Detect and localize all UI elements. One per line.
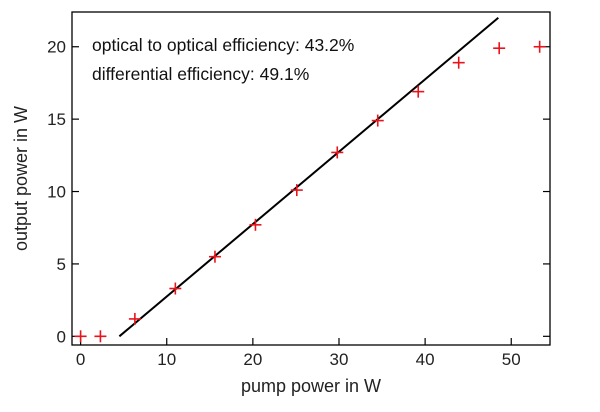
data-point xyxy=(371,114,384,127)
data-point xyxy=(208,250,221,263)
data-point xyxy=(452,56,465,69)
data-point xyxy=(290,184,303,197)
x-tick-label: 10 xyxy=(157,350,176,369)
y-axis-label: output power in W xyxy=(11,106,31,251)
y-tick-label: 0 xyxy=(57,327,66,346)
data-point xyxy=(493,42,506,55)
y-tick-label: 5 xyxy=(57,255,66,274)
x-axis-label: pump power in W xyxy=(241,376,381,396)
x-tick-label: 50 xyxy=(502,350,521,369)
x-tick-label: 40 xyxy=(416,350,435,369)
x-tick-label: 30 xyxy=(330,350,349,369)
y-tick-labels: 0 5 10 15 20 xyxy=(47,38,66,347)
data-point xyxy=(249,218,262,231)
annotation-differential-efficiency: differential efficiency: 49.1% xyxy=(92,64,309,84)
x-tick-label: 0 xyxy=(76,350,85,369)
tick-marks xyxy=(72,46,550,345)
fit-line-layer xyxy=(118,17,499,338)
data-point xyxy=(74,330,87,343)
data-point xyxy=(169,282,182,295)
data-points xyxy=(74,40,546,343)
data-point xyxy=(94,330,107,343)
annotation-optical-efficiency: optical to optical efficiency: 43.2% xyxy=(92,35,354,55)
data-point xyxy=(412,85,425,98)
data-point xyxy=(533,40,546,53)
data-point xyxy=(331,146,344,159)
fit-line xyxy=(118,17,499,338)
x-tick-labels: 0 10 20 30 40 50 xyxy=(76,350,521,369)
x-tick-label: 20 xyxy=(243,350,262,369)
data-point xyxy=(128,312,141,325)
y-tick-label: 10 xyxy=(47,183,66,202)
y-tick-label: 20 xyxy=(47,38,66,57)
y-tick-label: 15 xyxy=(47,110,66,129)
plot-frame xyxy=(71,11,551,346)
